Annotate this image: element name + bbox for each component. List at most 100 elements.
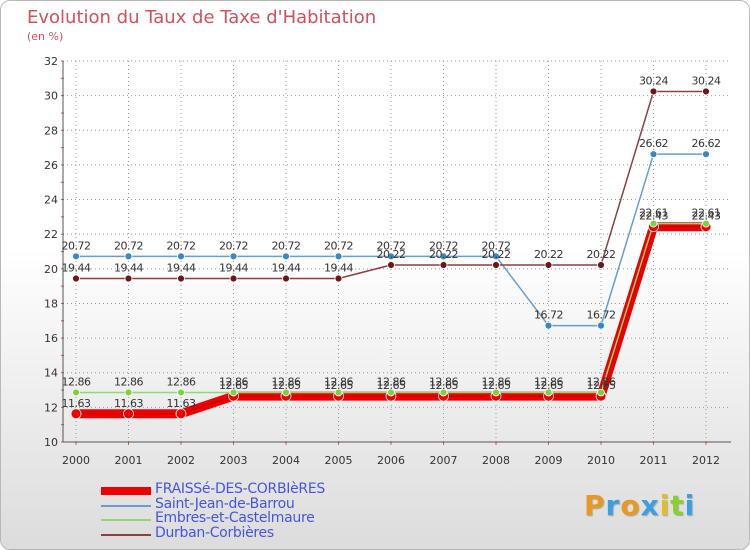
data-point — [649, 219, 658, 228]
data-point — [124, 274, 133, 283]
data-point — [229, 274, 238, 283]
x-tick-label: 2002 — [167, 454, 195, 467]
legend-swatch — [101, 519, 151, 522]
data-label: 16.72 — [587, 309, 616, 322]
data-point — [70, 408, 82, 420]
data-point — [72, 252, 80, 261]
data-label: 12.86 — [114, 375, 143, 388]
data-point — [544, 261, 553, 269]
data-label: 19.44 — [272, 262, 301, 275]
data-label: 26.62 — [639, 137, 668, 150]
data-point — [124, 388, 133, 397]
data-label: 30.24 — [639, 74, 668, 87]
x-tick-label: 2007 — [430, 454, 458, 467]
data-label: 20.72 — [324, 239, 353, 252]
data-label: 12.86 — [482, 375, 511, 388]
data-point — [175, 408, 187, 420]
data-labels: 11.63 11.63 11.63 12.65 12.65 12.65 12.65 12.65… — [62, 74, 722, 410]
data-label: 12.86 — [62, 375, 91, 388]
x-tick-label: 2008 — [482, 454, 510, 467]
x-tick-label: 2001 — [115, 454, 143, 467]
chart-title: Evolution du Taux de Taxe d'Habitation — [27, 7, 377, 28]
data-label: 11.63 — [167, 397, 196, 410]
logo-letter: o — [620, 489, 641, 522]
series — [70, 87, 712, 420]
data-label: 30.24 — [692, 74, 721, 87]
data-point — [72, 388, 80, 397]
data-label: 12.86 — [587, 375, 616, 388]
data-point — [282, 388, 290, 397]
data-point — [702, 87, 710, 96]
data-point — [544, 388, 553, 397]
y-tick-label: 18 — [44, 297, 58, 310]
logo-letter: P — [584, 489, 606, 522]
data-label: 22.61 — [692, 207, 721, 220]
data-label: 12.86 — [429, 375, 458, 388]
data-point — [123, 408, 134, 420]
data-label: 20.22 — [377, 248, 406, 261]
data-point — [649, 150, 658, 159]
legend-label: Embres-et-Castelmaure — [155, 510, 315, 527]
proxiti-logo: Proxiti — [584, 489, 695, 522]
logo-letter: r — [605, 489, 621, 522]
data-label: 20.22 — [587, 248, 616, 261]
logo-letter: t — [670, 489, 685, 522]
x-tick-label: 2012 — [692, 454, 720, 467]
data-point — [439, 252, 448, 261]
data-label: 19.44 — [114, 262, 143, 275]
data-point — [282, 252, 290, 261]
data-point — [177, 388, 185, 397]
data-point — [702, 219, 710, 228]
y-tick-label: 12 — [44, 401, 58, 414]
data-point — [334, 274, 343, 283]
data-label: 12.65 — [219, 379, 248, 392]
y-tick-label: 30 — [44, 90, 58, 103]
data-label: 20.72 — [482, 239, 511, 252]
y-tick-label: 32 — [44, 55, 58, 68]
data-label: 12.65 — [482, 379, 511, 392]
data-label: 20.72 — [62, 239, 91, 252]
line-chart: 10 12 14 16 18 20 22 24 26 28 30 32 2000 2001 2002 2003… — [44, 55, 731, 467]
data-label: 12.65 — [429, 379, 458, 392]
x-tick-label: 2010 — [587, 454, 615, 467]
legend-label: FRAISSé-DES-CORBIèRES — [155, 481, 325, 497]
x-tick-label: 2006 — [377, 454, 405, 467]
y-tick-label: 10 — [44, 436, 58, 449]
x-tick-label: 2005 — [325, 454, 353, 467]
data-point — [597, 321, 605, 330]
logo-letter: i — [684, 489, 696, 522]
data-label: 11.63 — [114, 397, 143, 410]
data-label: 19.44 — [219, 262, 248, 275]
data-label: 22.43 — [692, 210, 721, 223]
data-label: 20.72 — [429, 239, 458, 252]
data-label: 20.72 — [167, 239, 196, 252]
data-label: 12.86 — [377, 375, 406, 388]
data-label: 20.72 — [272, 239, 301, 252]
data-point — [492, 388, 500, 397]
y-tick-label: 24 — [44, 194, 58, 207]
data-label: 19.44 — [167, 262, 196, 275]
data-label: 20.22 — [429, 248, 458, 261]
data-label: 20.72 — [114, 239, 143, 252]
y-tick-label: 14 — [44, 367, 58, 380]
data-point — [72, 274, 80, 283]
y-tick-label: 16 — [44, 332, 58, 345]
y-tick-label: 22 — [44, 228, 58, 241]
x-tick-label: 2003 — [220, 454, 248, 467]
data-point — [387, 388, 395, 397]
data-point — [124, 252, 133, 261]
logo-letter: i — [659, 489, 671, 522]
data-point — [177, 274, 185, 283]
data-label: 20.22 — [534, 248, 563, 261]
axes: 10 12 14 16 18 20 22 24 26 28 30 32 2000 2001 2002 2003… — [44, 55, 731, 467]
data-label: 20.72 — [219, 239, 248, 252]
data-point — [439, 261, 448, 269]
data-label: 12.65 — [534, 379, 563, 392]
data-label: 26.62 — [692, 137, 721, 150]
data-label: 11.63 — [62, 397, 91, 410]
data-label: 22.43 — [639, 210, 668, 223]
y-tick-label: 28 — [44, 124, 58, 137]
data-label: 20.72 — [377, 239, 406, 252]
data-point — [282, 274, 290, 283]
